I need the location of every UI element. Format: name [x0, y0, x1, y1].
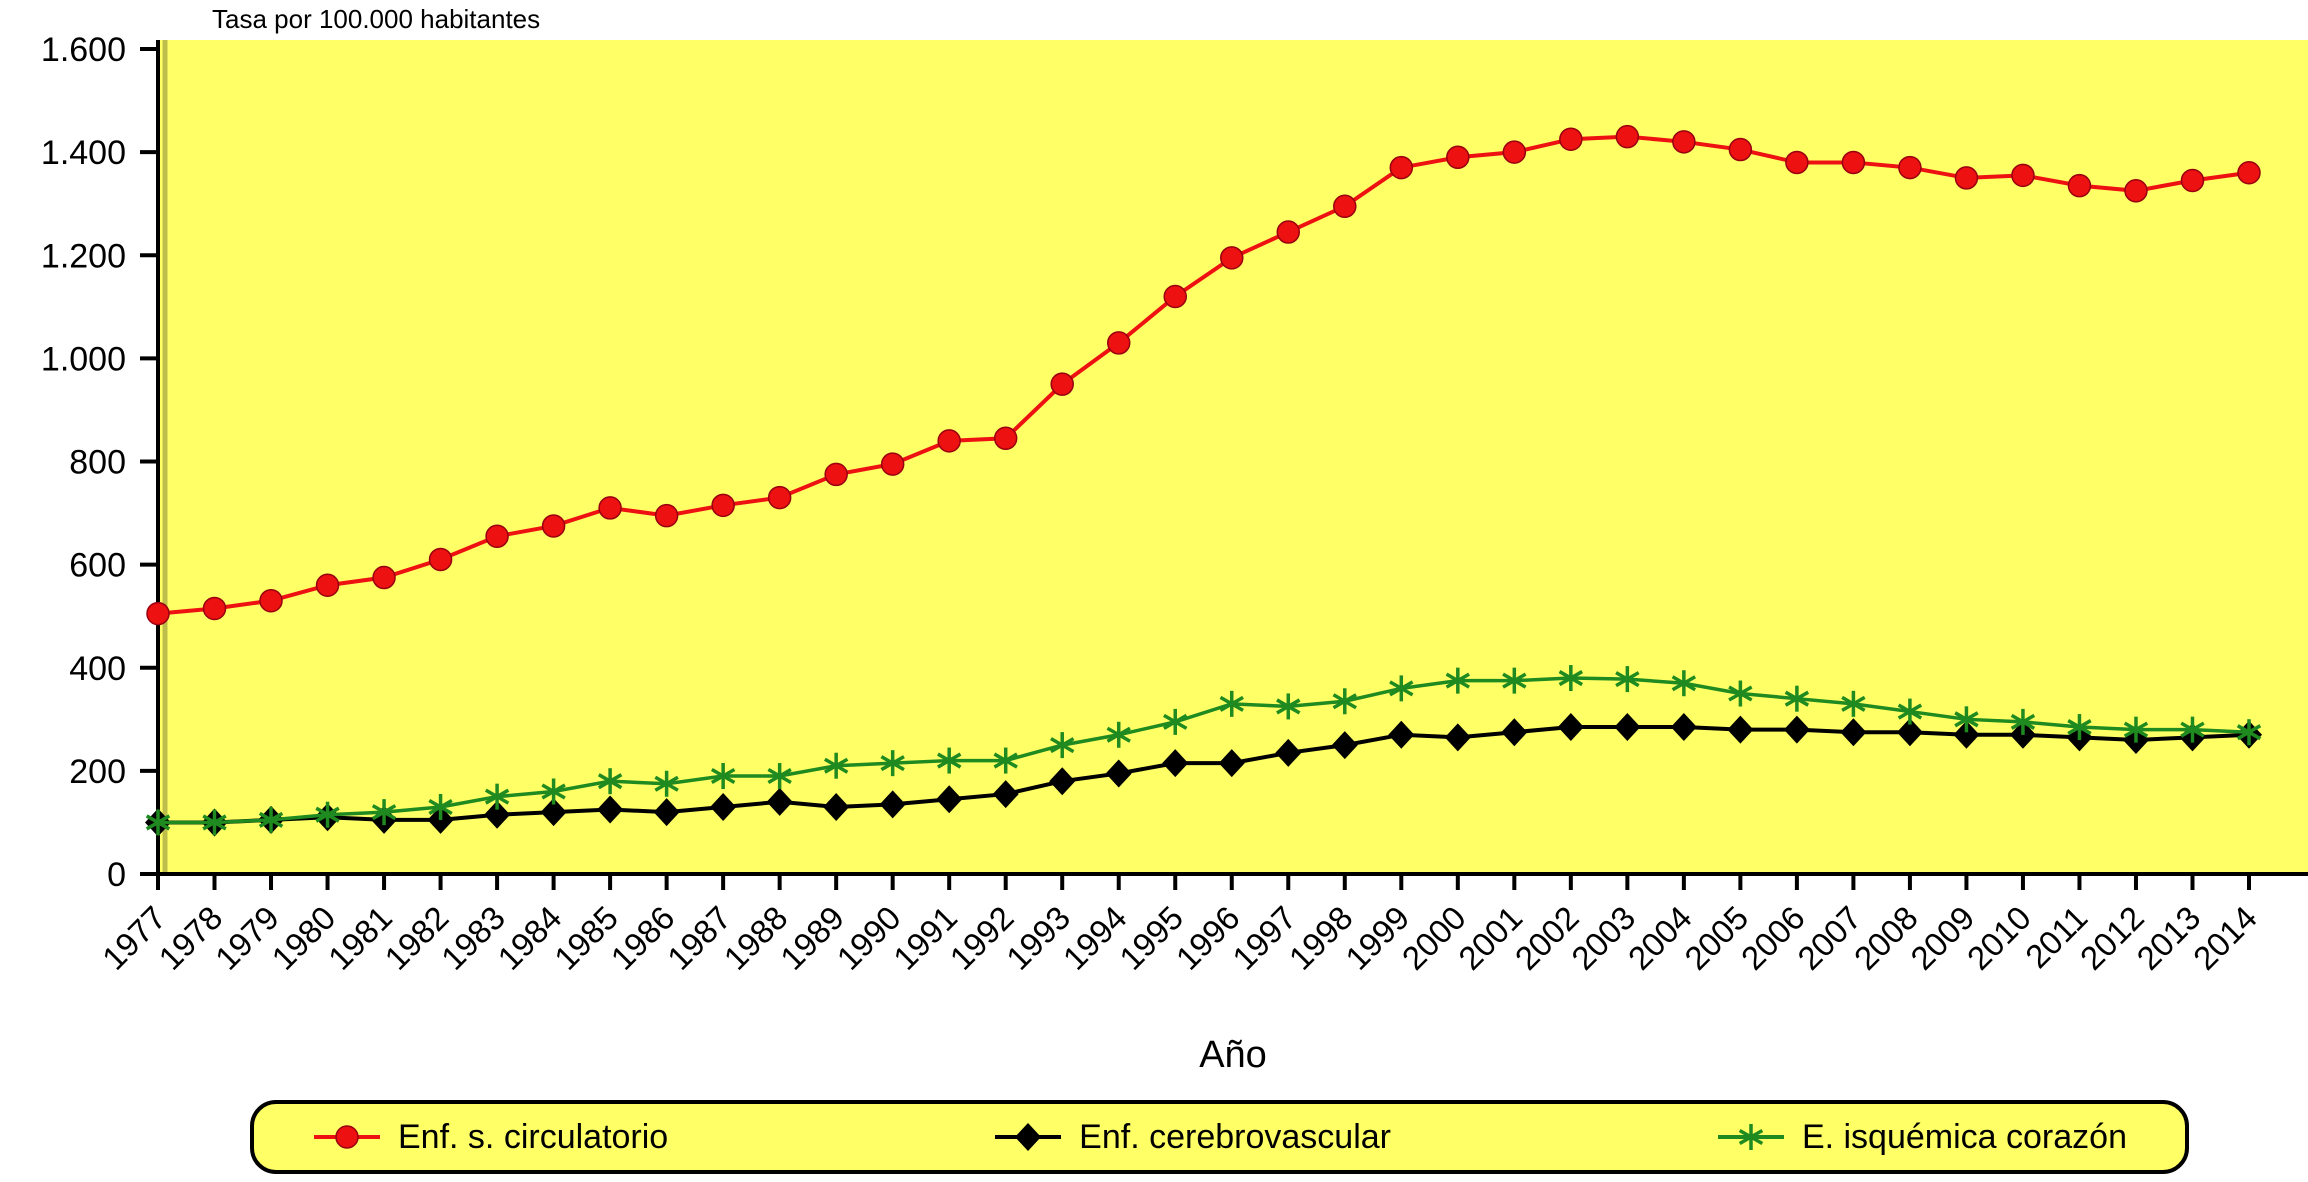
y-tick-label: 400: [69, 650, 126, 688]
x-tick-label: 1992: [943, 899, 1021, 977]
x-tick-label: 2013: [2129, 899, 2207, 977]
series-circle-line: [146, 124, 2261, 626]
legend-label-isquemica: E. isquémica corazón: [1801, 1117, 2127, 1156]
x-tick-label: 1984: [490, 899, 568, 977]
x-tick-label: 1977: [95, 899, 173, 977]
y-tick-label: 200: [69, 753, 126, 791]
y-axis: 0 200 400 600 800 1.000 1.200 1.400 1.600: [41, 31, 160, 894]
x-tick-label: 1982: [377, 899, 455, 977]
y-axis-title: Tasa por 100.000 habitantes: [212, 4, 541, 34]
x-tick-label: 2000: [1395, 899, 1473, 977]
x-tick-label: 1994: [1056, 899, 1134, 977]
y-tick-label: 600: [69, 547, 126, 585]
legend-item-isquemica: E. isquémica corazón: [1716, 1118, 2127, 1157]
y-tick-label: 0: [107, 856, 126, 894]
diamond-marker-icon: [995, 1123, 1062, 1151]
x-tick-label: 1988: [717, 899, 795, 977]
x-tick-label: 2003: [1564, 899, 1642, 977]
x-tick-label: 1985: [547, 899, 625, 977]
x-tick-label: 2008: [1847, 899, 1925, 977]
legend-item-cerebrovascular: Enf. cerebrovascular: [993, 1118, 1391, 1157]
legend: Enf. s. circulatorio Enf. cerebrovascula…: [250, 1100, 2189, 1174]
plot-area: [158, 40, 2308, 874]
x-tick-label: 2010: [1960, 899, 2038, 977]
x-tick-label: 1987: [660, 899, 738, 977]
x-tick-label: 1978: [151, 899, 229, 977]
y-tick-label: 1.000: [41, 340, 126, 378]
y-tick-label: 800: [69, 444, 126, 482]
circle-marker-icon: [314, 1125, 380, 1149]
x-tick-label: 2002: [1508, 899, 1586, 977]
legend-label-circulatorio: Enf. s. circulatorio: [398, 1117, 669, 1156]
x-tick-label: 2014: [2186, 899, 2264, 977]
y-tick-label: 1.200: [41, 237, 126, 275]
x-tick-label: 1998: [1282, 899, 1360, 977]
x-tick-label: 2012: [2073, 899, 2151, 977]
line-chart-plot: 02004006008001.0001.2001.4001.6001977197…: [41, 31, 2308, 977]
x-tick-label: 2011: [2018, 899, 2094, 975]
series-asterisk-line: [145, 665, 2262, 836]
x-tick-label: 2004: [1621, 899, 1699, 977]
x-tick-label: 1991: [886, 899, 964, 977]
x-tick-label: 1990: [830, 899, 908, 977]
x-tick-label: 2006: [1734, 899, 1812, 977]
asterisk-marker-icon: [1717, 1124, 1784, 1150]
x-tick-label: 1997: [1225, 899, 1303, 977]
legend-item-circulatorio: Enf. s. circulatorio: [312, 1118, 668, 1157]
x-tick-label: 2001: [1451, 899, 1529, 977]
x-tick-label: 1979: [208, 899, 286, 977]
legend-label-cerebrovascular: Enf. cerebrovascular: [1079, 1117, 1391, 1156]
x-tick-label: 1983: [434, 899, 512, 977]
x-axis-title: Año: [1199, 1034, 1267, 1076]
x-axis: 1977197819791980198119821983198419851986…: [95, 872, 2308, 977]
x-tick-label: 1996: [1169, 899, 1247, 977]
x-tick-label: 2007: [1790, 899, 1868, 977]
y-tick-label: 1.600: [41, 31, 126, 69]
x-tick-label: 1989: [773, 899, 851, 977]
x-tick-label: 1999: [1338, 899, 1416, 977]
x-tick-label: 1986: [603, 899, 681, 977]
x-tick-label: 1993: [999, 899, 1077, 977]
x-tick-label: 1981: [321, 899, 399, 977]
x-tick-label: 2005: [1677, 899, 1755, 977]
x-tick-label: 1980: [264, 899, 342, 977]
x-tick-label: 2009: [1903, 899, 1981, 977]
y-tick-label: 1.400: [41, 134, 126, 172]
x-tick-label: 1995: [1112, 899, 1190, 977]
